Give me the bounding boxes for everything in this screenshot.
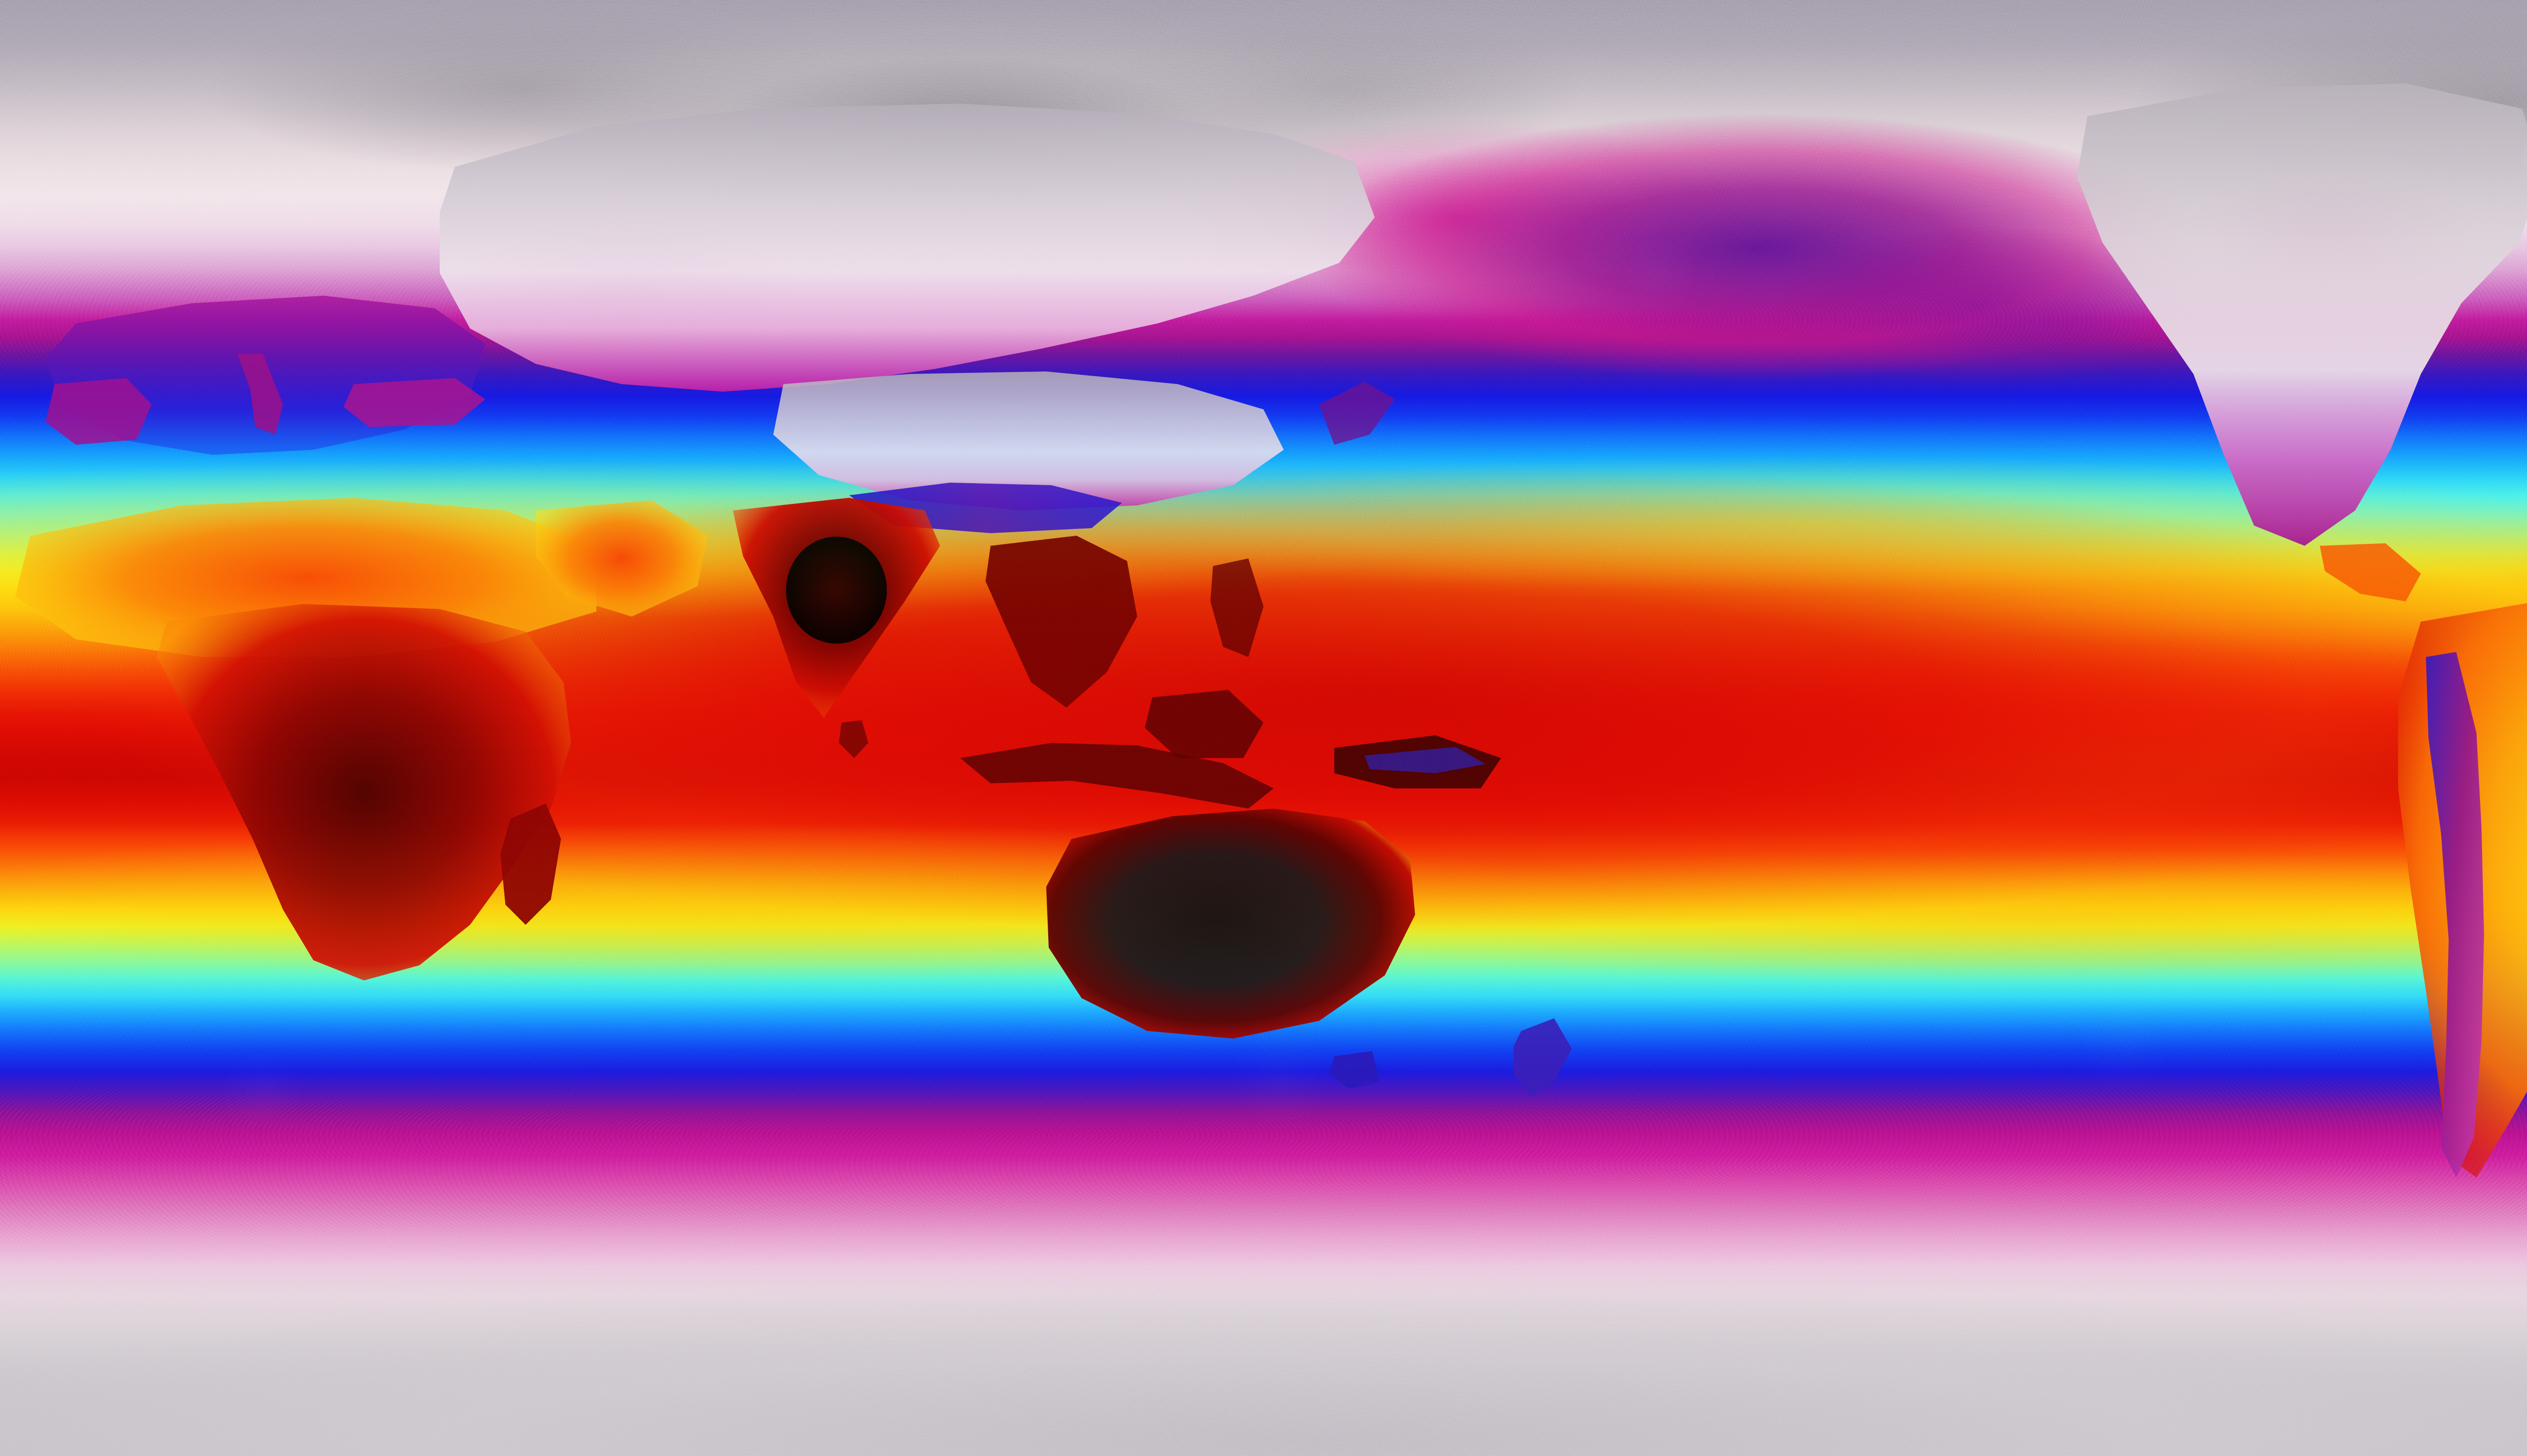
global-temperature-map-canvas (0, 0, 2527, 1456)
image-grain (0, 0, 2527, 1456)
